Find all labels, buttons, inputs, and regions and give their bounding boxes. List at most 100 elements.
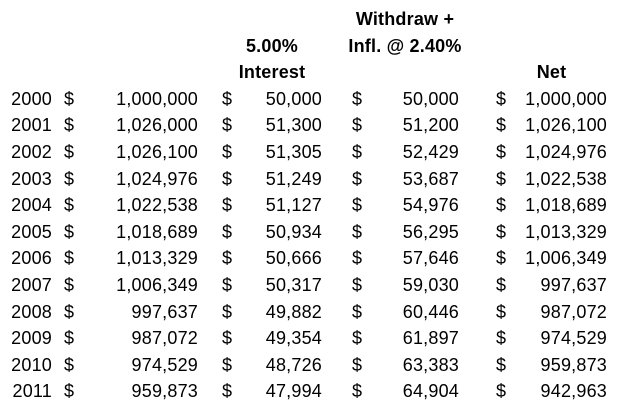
net-cell: $ 1,026,100 [470,112,622,139]
net-value: 1,018,689 [525,195,607,216]
header-row-2: 5.00% Infl. @ 2.40% [8,33,630,60]
table-row: 2007 $ 1,006,349 $ 50,317 $ 59,030 $ 997… [8,272,630,299]
year-cell: 2007 [11,274,52,295]
principal-value: 987,072 [131,328,198,349]
interest-value: 51,127 [265,195,322,216]
currency-symbol: $ [64,88,75,109]
currency-symbol: $ [352,115,363,136]
table-body: 2000 $ 1,000,000 $ 50,000 $ 50,000 $ 1,0… [8,86,630,405]
currency-symbol: $ [222,195,233,216]
net-value: 1,022,538 [525,168,607,189]
table-row: 2006 $ 1,013,329 $ 50,666 $ 57,646 $ 1,0… [8,245,630,272]
interest-cell: $ 50,000 [208,86,330,113]
withdrawal-value: 64,904 [402,381,459,402]
principal-cell: $ 959,873 [58,378,208,405]
currency-symbol: $ [352,195,363,216]
net-value: 959,873 [540,354,607,375]
interest-value: 51,300 [265,115,322,136]
currency-symbol: $ [222,88,233,109]
interest-cell: $ 51,305 [208,139,330,166]
currency-symbol: $ [222,274,233,295]
currency-symbol: $ [496,115,507,136]
withdrawal-cell: $ 56,295 [330,219,470,246]
withdrawal-value: 59,030 [402,274,459,295]
withdrawal-value: 53,687 [402,168,459,189]
table-row: 2011 $ 959,873 $ 47,994 $ 64,904 $ 942,9… [8,378,630,405]
principal-value: 1,024,976 [116,168,198,189]
currency-symbol: $ [222,301,233,322]
net-cell: $ 1,013,329 [470,219,622,246]
currency-symbol: $ [64,168,75,189]
currency-symbol: $ [64,141,75,162]
currency-symbol: $ [222,328,233,349]
net-cell: $ 1,018,689 [470,192,622,219]
currency-symbol: $ [352,88,363,109]
year-cell: 2003 [11,168,52,189]
withdrawal-cell: $ 57,646 [330,245,470,272]
interest-value: 51,305 [265,141,322,162]
principal-cell: $ 1,022,538 [58,192,208,219]
interest-value: 47,994 [265,381,322,402]
net-cell: $ 1,000,000 [470,86,622,113]
currency-symbol: $ [64,274,75,295]
currency-symbol: $ [496,168,507,189]
principal-cell: $ 987,072 [58,325,208,352]
interest-value: 50,934 [265,221,322,242]
year-cell: 2000 [11,88,52,109]
principal-cell: $ 1,026,100 [58,139,208,166]
interest-value: 50,666 [265,248,322,269]
currency-symbol: $ [64,221,75,242]
withdrawal-value: 52,429 [402,141,459,162]
interest-cell: $ 50,934 [208,219,330,246]
principal-value: 997,637 [131,301,198,322]
net-cell: $ 1,024,976 [470,139,622,166]
currency-symbol: $ [352,354,363,375]
principal-cell: $ 1,026,000 [58,112,208,139]
currency-symbol: $ [222,354,233,375]
currency-symbol: $ [352,168,363,189]
interest-cell: $ 48,726 [208,352,330,379]
net-cell: $ 974,529 [470,325,622,352]
currency-symbol: $ [352,301,363,322]
withdrawal-value: 57,646 [402,248,459,269]
year-cell: 2010 [11,354,52,375]
principal-value: 974,529 [131,354,198,375]
principal-cell: $ 1,000,000 [58,86,208,113]
currency-symbol: $ [352,248,363,269]
principal-cell: $ 997,637 [58,299,208,326]
currency-symbol: $ [352,274,363,295]
withdrawal-cell: $ 53,687 [330,166,470,193]
header-row-1: Withdraw + [8,6,630,33]
principal-cell: $ 1,006,349 [58,272,208,299]
header-spacer [58,59,208,86]
net-value: 1,006,349 [525,248,607,269]
withdrawal-value: 54,976 [402,195,459,216]
withdrawal-cell: $ 60,446 [330,299,470,326]
currency-symbol: $ [496,328,507,349]
currency-symbol: $ [222,381,233,402]
interest-label-header: Interest [238,62,306,83]
net-cell: $ 997,637 [470,272,622,299]
principal-cell: $ 1,024,976 [58,166,208,193]
year-cell: 2006 [11,248,52,269]
principal-value: 1,026,000 [116,115,198,136]
principal-value: 1,000,000 [116,88,198,109]
currency-symbol: $ [496,381,507,402]
table-row: 2004 $ 1,022,538 $ 51,127 $ 54,976 $ 1,0… [8,192,630,219]
net-cell: $ 942,963 [470,378,622,405]
withdrawal-cell: $ 50,000 [330,86,470,113]
currency-symbol: $ [222,168,233,189]
net-value: 1,013,329 [525,221,607,242]
header-spacer [470,33,622,60]
currency-symbol: $ [496,274,507,295]
table-row: 2001 $ 1,026,000 $ 51,300 $ 51,200 $ 1,0… [8,112,630,139]
interest-value: 49,882 [265,301,322,322]
interest-value: 50,000 [265,88,322,109]
net-value: 997,637 [540,274,607,295]
withdrawal-value: 50,000 [402,88,459,109]
header-spacer [58,33,208,60]
interest-value: 48,726 [265,354,322,375]
withdrawal-value: 51,200 [402,115,459,136]
currency-symbol: $ [496,88,507,109]
year-cell: 2009 [11,328,52,349]
